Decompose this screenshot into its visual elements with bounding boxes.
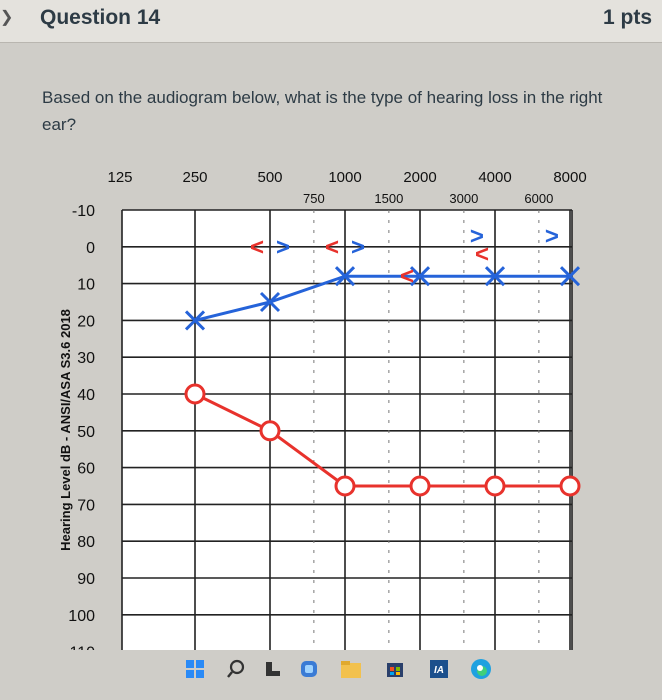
x-inter-tick-label: 3000	[449, 191, 478, 206]
x-tick-label: 2000	[403, 169, 436, 186]
data-point-circle	[409, 475, 431, 497]
y-tick-label: 50	[77, 424, 95, 441]
y-tick-label: 60	[77, 461, 95, 478]
audiogram-chart: -10 0 10 20 30 40 50 60 70 80 90 100 110 125 250 500 100…	[58, 169, 587, 650]
bone-marker: >	[545, 223, 559, 250]
y-tick-label: 40	[77, 387, 95, 404]
series-line-0	[194, 392, 570, 488]
data-point-x	[409, 266, 431, 287]
bone-marker: >	[276, 234, 290, 261]
data-point-x	[334, 266, 356, 287]
x-stroke	[259, 291, 281, 313]
search-icon[interactable]	[224, 656, 250, 682]
y-tick-label: -10	[72, 203, 95, 220]
y-tick-label: 10	[77, 277, 95, 294]
y-tick-label: 70	[77, 497, 95, 514]
y-axis-title: Hearing Level dB - ANSI/ASA S3.6 2018	[58, 309, 73, 551]
x-tick-label: 8000	[553, 169, 586, 186]
x-stroke	[484, 266, 506, 287]
audiogram-bone-markers: < > < ><><>	[250, 223, 559, 290]
x-tick-label: 1000	[328, 169, 361, 186]
x-tick-label: 250	[182, 169, 207, 186]
audiogram-axes: -10 0 10 20 30 40 50 60 70 80 90 100 110 125 250 500 100…	[58, 169, 587, 650]
bone-marker: <	[400, 263, 414, 290]
question-text: Based on the audiogram below, what is th…	[42, 88, 603, 134]
data-point-x	[559, 266, 581, 287]
y-tick-label: 0	[86, 240, 95, 257]
bone-marker: <	[250, 234, 264, 261]
bone-marker: <	[475, 241, 489, 268]
question-header: ❯ Question 14 1 pts	[0, 0, 662, 43]
data-point-circle	[334, 475, 356, 497]
svg-text:IA: IA	[434, 665, 444, 676]
x-stroke	[334, 266, 356, 287]
x-tick-label: 4000	[478, 169, 511, 186]
x-inter-tick-label: 1500	[374, 191, 403, 206]
audiogram-series	[184, 266, 581, 497]
y-tick-label: 20	[77, 313, 95, 330]
y-tick-label: 90	[77, 571, 95, 588]
question-points: 1 pts	[602, 6, 652, 29]
edge-icon[interactable]	[468, 656, 494, 682]
bone-marker: >	[351, 234, 365, 261]
data-point-circle	[484, 475, 506, 497]
x-stroke	[184, 310, 206, 331]
task-view-icon[interactable]	[260, 656, 286, 682]
x-stroke	[409, 266, 431, 287]
x-inter-tick-label: 6000	[524, 191, 553, 206]
y-tick-label: 80	[77, 534, 95, 551]
x-tick-label: 125	[107, 169, 132, 186]
windows-icon[interactable]	[182, 656, 208, 682]
data-point-x	[484, 266, 506, 287]
x-inter-tick-label: 750	[303, 191, 325, 206]
series-line-1	[194, 274, 570, 322]
bone-marker: >	[470, 223, 484, 250]
file-explorer-icon[interactable]	[338, 656, 364, 682]
x-tick-label: 500	[257, 169, 282, 186]
data-point-circle	[259, 420, 281, 442]
data-point-x	[184, 310, 206, 331]
store-icon[interactable]	[382, 656, 408, 682]
y-tick-label: 100	[68, 608, 95, 625]
y-tick-label: 110	[69, 645, 95, 650]
audiogram-grid	[121, 209, 573, 650]
data-point-x	[259, 291, 281, 313]
x-stroke	[559, 266, 581, 287]
bone-marker: <	[325, 234, 339, 261]
data-point-circle	[184, 383, 206, 405]
taskbar: IA	[170, 650, 530, 700]
collapse-arrow-icon[interactable]: ❯	[0, 9, 14, 26]
app-icon[interactable]: IA	[426, 656, 452, 682]
data-point-circle	[559, 475, 581, 497]
y-tick-label: 30	[77, 350, 95, 367]
widgets-icon[interactable]	[296, 656, 322, 682]
question-title: Question 14	[40, 6, 161, 29]
